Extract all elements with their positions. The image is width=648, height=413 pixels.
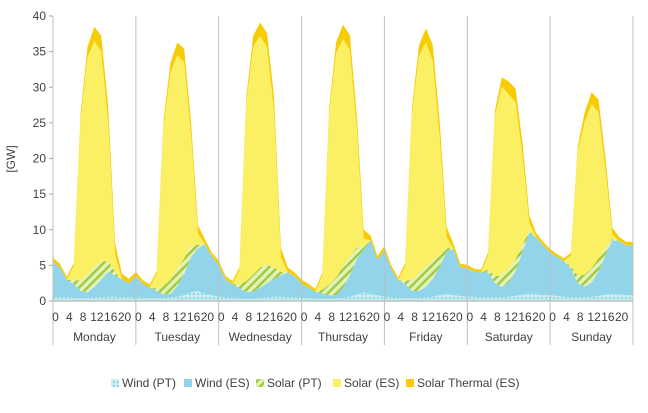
x-hour-tick-label: 20 (449, 310, 463, 324)
area-wind-es (53, 232, 633, 299)
x-hour-tick-label: 16 (518, 310, 532, 324)
x-hour-tick-label: 4 (66, 310, 73, 324)
legend-swatch (111, 379, 119, 387)
x-hour-tick-label: 0 (466, 310, 473, 324)
area-solar-pt (53, 230, 633, 296)
x-day-label: Friday (409, 330, 442, 344)
x-hour-tick-label: 16 (435, 310, 449, 324)
x-hour-tick-label: 16 (270, 310, 284, 324)
x-hour-tick-label: 4 (563, 310, 570, 324)
x-hour-tick-label: 16 (601, 310, 615, 324)
area-wind-pt (53, 291, 633, 301)
x-hour-tick-label: 8 (163, 310, 170, 324)
legend-swatch (333, 379, 341, 387)
y-tick-label: 15 (33, 187, 47, 201)
x-hour-tick-label: 4 (149, 310, 156, 324)
legend-label: Wind (ES) (195, 376, 250, 390)
x-day-label: Tuesday (154, 330, 200, 344)
x-hour-tick-label: 16 (104, 310, 118, 324)
x-hour-tick-label: 12 (339, 310, 353, 324)
x-hour-tick-label: 0 (52, 310, 59, 324)
y-tick-label: 5 (39, 258, 46, 272)
x-hour-tick-label: 12 (587, 310, 601, 324)
x-day-label: Thursday (318, 330, 368, 344)
legend-swatch (256, 379, 264, 387)
y-tick-label: 0 (39, 294, 46, 308)
y-tick-label: 40 (33, 9, 47, 23)
y-tick-label: 20 (33, 152, 47, 166)
legend-label: Wind (PT) (122, 376, 176, 390)
x-hour-tick-label: 8 (577, 310, 584, 324)
y-axis-title: [GW] (4, 145, 18, 172)
x-hour-tick-label: 0 (549, 310, 556, 324)
x-hour-tick-label: 8 (80, 310, 87, 324)
x-hour-tick-label: 0 (301, 310, 308, 324)
x-hour-tick-label: 12 (422, 310, 436, 324)
x-hour-tick-label: 12 (256, 310, 270, 324)
series-areas (53, 22, 633, 301)
legend-label: Solar (ES) (344, 376, 399, 390)
x-day-label: Wednesday (229, 330, 292, 344)
legend: Wind (PT) Wind (ES) Solar (PT) Solar (ES) So… (111, 376, 519, 390)
y-tick-label: 10 (33, 223, 47, 237)
x-hour-tick-label: 0 (135, 310, 142, 324)
legend-label: Solar (PT) (267, 376, 322, 390)
legend-label: Solar Thermal (ES) (417, 376, 519, 390)
x-hour-tick-label: 8 (494, 310, 501, 324)
x-hour-tick-label: 0 (384, 310, 391, 324)
x-hour-tick-label: 12 (90, 310, 104, 324)
x-hour-tick-label: 8 (328, 310, 335, 324)
x-hour-tick-label: 12 (505, 310, 519, 324)
x-hour-tick-label: 16 (353, 310, 367, 324)
x-hour-tick-label: 20 (615, 310, 629, 324)
legend-swatch (184, 379, 192, 387)
x-hour-tick-label: 8 (411, 310, 418, 324)
x-hour-tick-label: 0 (218, 310, 225, 324)
y-tick-label: 35 (33, 45, 47, 59)
x-hour-tick-label: 4 (480, 310, 487, 324)
y-tick-label: 25 (33, 116, 47, 130)
x-hour-tick-label: 20 (366, 310, 380, 324)
x-day-label: Sunday (571, 330, 612, 344)
x-hour-tick-label: 20 (284, 310, 298, 324)
x-day-label: Saturday (485, 330, 533, 344)
x-hour-tick-label: 4 (315, 310, 322, 324)
x-hour-tick-label: 20 (201, 310, 215, 324)
x-hour-tick-label: 4 (232, 310, 239, 324)
area-solar-es (53, 35, 633, 292)
x-hour-tick-label: 12 (173, 310, 187, 324)
x-day-label: Monday (73, 330, 116, 344)
legend-swatch (406, 379, 414, 387)
x-hour-tick-label: 20 (532, 310, 546, 324)
x-hour-tick-label: 16 (187, 310, 201, 324)
y-tick-label: 30 (33, 80, 47, 94)
x-hour-tick-label: 8 (245, 310, 252, 324)
x-hour-tick-label: 4 (397, 310, 404, 324)
x-hour-tick-label: 20 (118, 310, 132, 324)
